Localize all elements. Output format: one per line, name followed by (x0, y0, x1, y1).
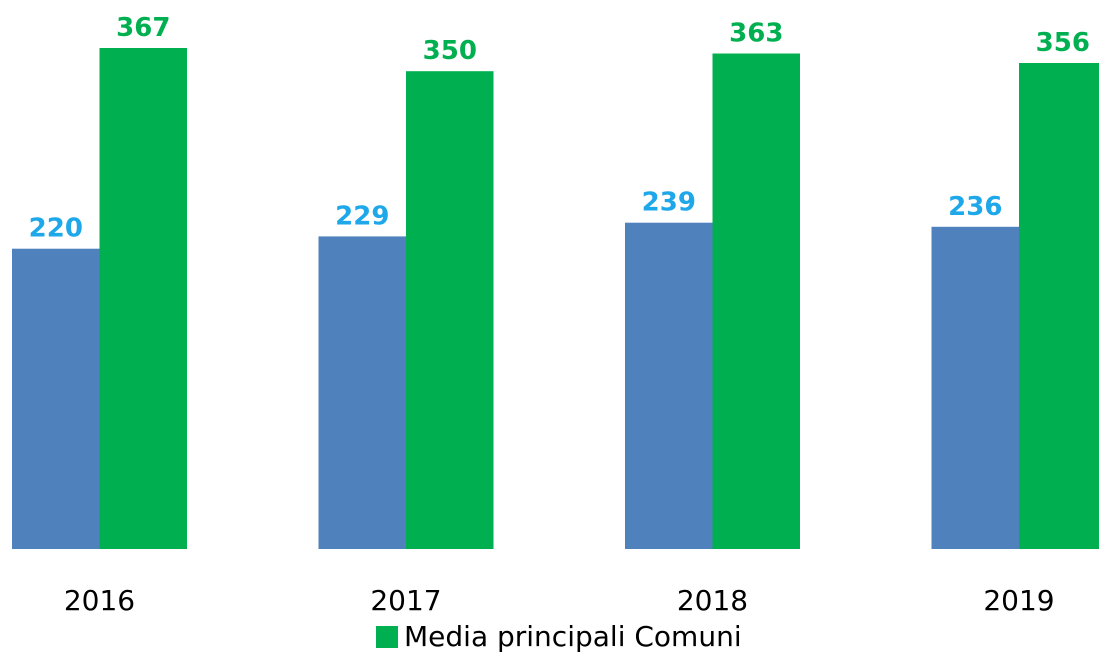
data-label-2018-series-2: 363 (729, 19, 783, 49)
bar-2016-series-1 (12, 248, 100, 549)
x-tick-label-2017: 2017 (370, 584, 441, 617)
bar-2017-series-1 (318, 236, 406, 549)
data-label-2019-series-2: 356 (1036, 28, 1090, 58)
bar-2018-series-2 (712, 53, 800, 549)
legend-swatch-media-principali-comuni (376, 626, 398, 648)
bar-2019-series-2 (1019, 63, 1099, 549)
bar-2016-series-2 (99, 48, 187, 549)
data-label-2016-series-1: 220 (29, 214, 83, 244)
data-label-2019-series-1: 236 (948, 192, 1002, 222)
x-tick-label-2019: 2019 (983, 584, 1054, 617)
data-label-2017-series-1: 229 (335, 201, 389, 231)
data-label-2018-series-1: 239 (642, 188, 696, 218)
x-tick-label-2016: 2016 (64, 584, 135, 617)
legend: Media principali Comuni (376, 622, 742, 652)
data-label-2016-series-2: 367 (116, 13, 170, 43)
data-label-2017-series-2: 350 (423, 36, 477, 66)
bar-2017-series-2 (406, 71, 494, 549)
bar-2018-series-1 (625, 222, 713, 549)
legend-label-media-principali-comuni: Media principali Comuni (404, 620, 742, 653)
bar-chart-plot: 220 367 2016 229 350 2017 239 363 2018 236 356 2019 (12, 13, 1099, 617)
x-tick-label-2018: 2018 (677, 584, 748, 617)
bar-2019-series-1 (931, 226, 1019, 550)
